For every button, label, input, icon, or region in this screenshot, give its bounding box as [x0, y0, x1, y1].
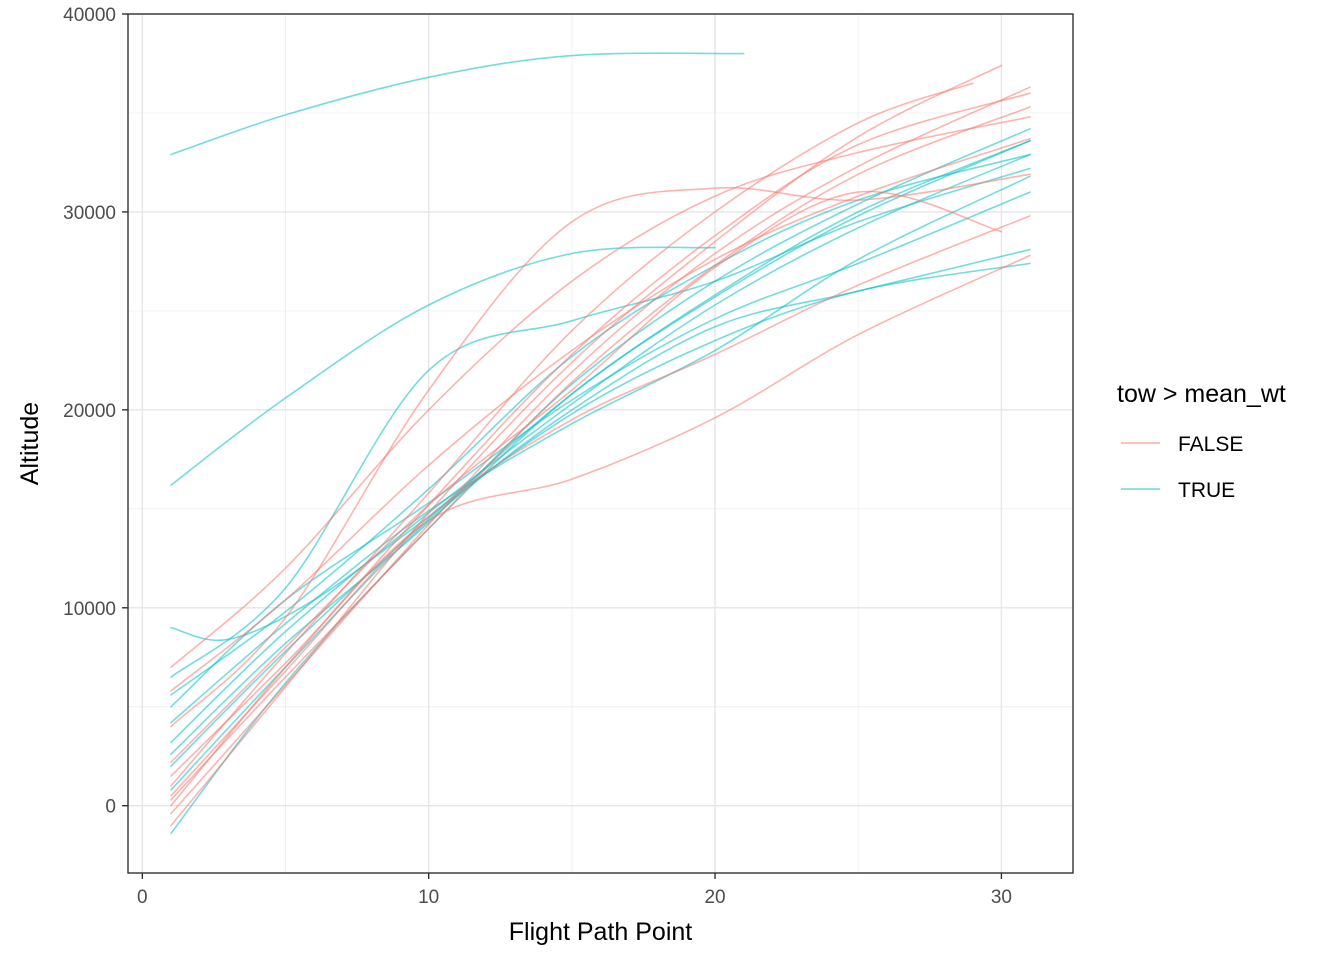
series-line-false-22: [170, 82, 974, 787]
minor-gridlines: [128, 14, 1073, 873]
series-line-true-7: [170, 167, 1031, 678]
series-line-false-15: [170, 106, 1031, 801]
x-tick-label: 20: [704, 887, 725, 908]
y-tick-label: 10000: [63, 599, 116, 620]
x-tick-label: 0: [137, 887, 148, 908]
series-line-false-18: [170, 190, 1003, 763]
series-line-true-10: [170, 175, 1031, 724]
series-line-false-16: [170, 86, 1031, 815]
series-lines: [170, 52, 1031, 835]
series-line-false-19: [170, 173, 1031, 728]
legend-title: tow > mean_wt: [1117, 380, 1286, 408]
series-line-false-23: [170, 215, 1031, 797]
x-axis: 0 10 20 30: [137, 873, 1012, 908]
series-line-false-21: [170, 137, 1031, 692]
plot-border: [127, 13, 1074, 874]
series-line-false-17: [170, 254, 1031, 777]
x-axis-title: Flight Path Point: [509, 918, 692, 946]
x-tick-label: 30: [991, 887, 1012, 908]
y-axis: 0 10000 20000 30000 40000: [63, 5, 128, 818]
y-tick-label: 40000: [63, 5, 116, 26]
y-axis-title: Altitude: [16, 402, 44, 485]
series-line-true-5: [170, 153, 1031, 744]
legend: tow > mean_wt FALSE TRUE: [1117, 380, 1286, 502]
x-tick-label: 10: [418, 887, 439, 908]
legend-label-true: TRUE: [1178, 479, 1235, 502]
series-line-true-11: [170, 128, 1031, 755]
series-line-false-14: [170, 64, 1003, 827]
series-line-false-13: [170, 116, 1031, 668]
y-tick-label: 0: [105, 797, 116, 818]
series-line-true-8: [170, 139, 1031, 835]
y-tick-label: 30000: [63, 203, 116, 224]
series-line-false-20: [170, 92, 1031, 807]
y-tick-label: 20000: [63, 401, 116, 422]
legend-label-false: FALSE: [1178, 433, 1243, 456]
series-line-true-1: [170, 52, 745, 156]
